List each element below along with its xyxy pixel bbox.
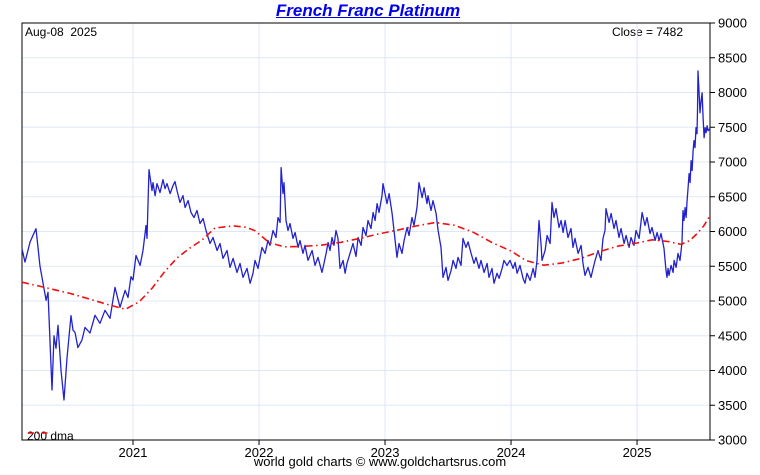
- chart-title: French Franc Platinum: [275, 1, 461, 20]
- y-tick-label: 8500: [718, 50, 747, 65]
- y-tick-label: 3500: [718, 398, 747, 413]
- dma-line: [21, 215, 711, 311]
- price-line: [21, 70, 711, 401]
- close-value-label: Close = 7482: [611, 25, 683, 39]
- x-tick-label: 2024: [497, 445, 526, 460]
- x-tick-label: 2021: [119, 445, 148, 460]
- y-tick-label: 5500: [718, 259, 747, 274]
- y-tick-label: 6000: [718, 224, 747, 239]
- legend: 200 dma: [27, 429, 74, 443]
- legend-dma-label: 200 dma: [27, 429, 74, 443]
- dma-line-sample-icon: [28, 432, 50, 434]
- axis-labels: 3000 3500 4000 4500 5000 5500 6000 6500 7000 7500…: [119, 16, 747, 461]
- credit-footer: world gold charts © www.goldchartsrus.co…: [253, 454, 507, 469]
- y-tick-label: 7500: [718, 120, 747, 135]
- y-tick-label: 3000: [718, 433, 747, 448]
- y-tick-label: 9000: [718, 16, 747, 31]
- y-tick-label: 7000: [718, 155, 747, 170]
- y-tick-label: 8000: [718, 85, 747, 100]
- y-tick-label: 5000: [718, 294, 747, 309]
- axis-ticks: [132, 22, 715, 445]
- y-tick-label: 4500: [718, 328, 747, 343]
- x-tick-label: 2022: [245, 445, 274, 460]
- x-tick-label: 2025: [623, 445, 652, 460]
- y-tick-label: 6500: [718, 189, 747, 204]
- grid-lines: [22, 23, 710, 440]
- y-tick-label: 4000: [718, 363, 747, 378]
- x-tick-label: 2023: [371, 445, 400, 460]
- last-date-label: Aug-08 2025: [25, 25, 98, 39]
